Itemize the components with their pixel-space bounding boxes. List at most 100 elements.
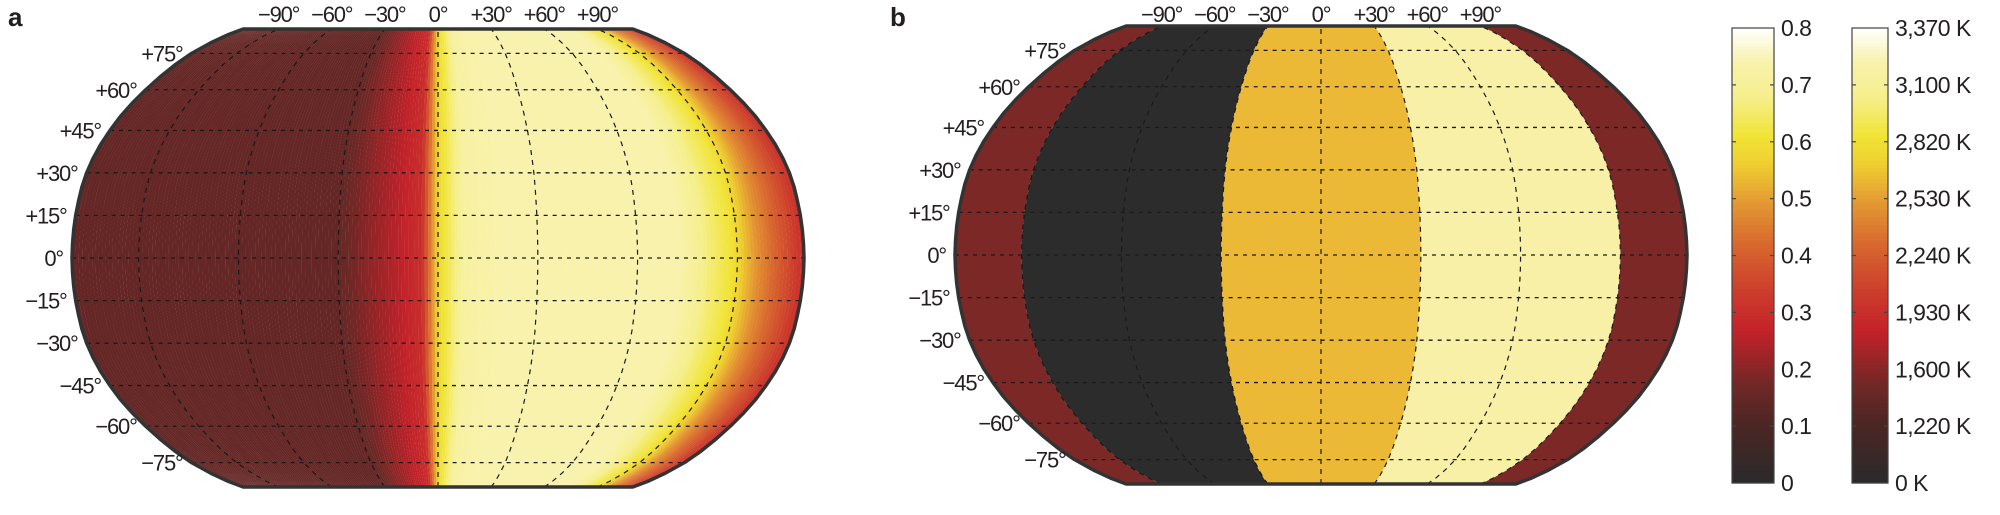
colorbar-cell — [1852, 172, 1888, 177]
colorbar-cell — [1732, 141, 1774, 147]
colorbar-cell — [1732, 202, 1774, 207]
colorbar-cell — [1852, 210, 1888, 215]
lon-tick-label: +30° — [1353, 2, 1395, 27]
map-cell — [421, 29, 431, 487]
colorbar-tick-label: 2,530 K — [1895, 186, 1972, 212]
colorbar-cell — [1852, 77, 1888, 82]
meridian-gridline — [597, 28, 739, 488]
colorbar-cell — [1732, 58, 1774, 63]
colorbar-cell — [1732, 35, 1774, 40]
meridian-gridline — [1020, 25, 1162, 485]
map-cell — [371, 29, 405, 487]
colorbar-cell — [1732, 263, 1774, 268]
colorbar-cell — [1732, 304, 1774, 310]
colorbar-cell — [1732, 403, 1774, 408]
lon-tick-label: +60° — [524, 2, 566, 27]
colorbar-cell — [1732, 160, 1774, 166]
colorbar-cell — [1732, 407, 1774, 412]
colorbar-cell — [1852, 130, 1888, 135]
colorbar-cell — [1852, 380, 1888, 386]
colorbar-cell — [1732, 103, 1774, 109]
map-cell — [401, 29, 421, 487]
colorbar-cell — [1732, 437, 1774, 442]
colorbar-cell — [1732, 225, 1774, 230]
colorbar-cell — [1732, 410, 1774, 416]
colorbar-cell — [1852, 198, 1888, 204]
lon-tick-label: +90° — [577, 2, 619, 27]
colorbar-cell — [1852, 81, 1888, 86]
colorbar-cell — [1852, 407, 1888, 412]
colorbar-cell — [1732, 278, 1774, 283]
lat-tick-label: 0° — [44, 246, 63, 271]
colorbar-cell — [1732, 274, 1774, 279]
colorbar-cell — [1732, 168, 1774, 173]
colorbar-cell — [1852, 107, 1888, 113]
colorbar-cell — [1732, 395, 1774, 401]
lon-tick-label: +90° — [1460, 2, 1502, 27]
colorbar-cell — [1852, 225, 1888, 230]
colorbar-cell — [1852, 274, 1888, 279]
map-cell — [459, 29, 482, 487]
colorbar-cell — [1852, 448, 1888, 454]
colorbar-cell — [1852, 175, 1888, 181]
colorbar-cell — [1852, 39, 1888, 44]
colorbar-cell — [1852, 206, 1888, 211]
colorbar-cell — [1732, 43, 1774, 48]
lon-tick-label: −90° — [258, 2, 300, 27]
colorbar-cell — [1852, 213, 1888, 219]
lat-tick-label: −30° — [919, 328, 961, 353]
colorbar-cell — [1852, 84, 1888, 90]
colorbar-cell — [1852, 304, 1888, 310]
lat-tick-label: −60° — [95, 414, 137, 439]
meridian-gridline — [1426, 25, 1522, 485]
colorbar-tick-label: 0 — [1781, 470, 1793, 496]
colorbar-cell — [1852, 240, 1888, 245]
colorbar-cell — [1852, 373, 1888, 378]
colorbar-cell — [1852, 228, 1888, 234]
colorbar-cell — [1852, 323, 1888, 329]
colorbar-tick-label: 0.3 — [1781, 299, 1811, 325]
map-zone — [955, 26, 1162, 484]
map-cell — [471, 29, 505, 487]
colorbar-cell — [1732, 251, 1774, 257]
colorbar-cell — [1852, 115, 1888, 120]
lat-tick-label: +30° — [36, 161, 78, 186]
colorbar-cell — [1732, 126, 1774, 131]
map-outline — [70, 27, 806, 489]
colorbar-cell — [1852, 338, 1888, 344]
colorbar-cell — [1852, 191, 1888, 196]
meridian-gridline — [1120, 25, 1216, 485]
colorbar-cell — [1732, 373, 1774, 378]
colorbar-cell — [1852, 46, 1888, 52]
meridian-gridline — [1480, 25, 1622, 485]
colorbar-cell — [1852, 479, 1888, 484]
lat-tick-label: −45° — [60, 374, 102, 399]
colorbar-cell — [1732, 62, 1774, 67]
map-cell — [394, 29, 417, 487]
colorbar-cell — [1732, 137, 1774, 143]
colorbar-cell — [1852, 464, 1888, 469]
colorbar-cell — [1732, 350, 1774, 355]
map-cell — [398, 29, 419, 487]
colorbar-cell — [1732, 392, 1774, 397]
colorbar-cell — [1732, 471, 1774, 477]
map-zone — [1480, 26, 1687, 484]
map-cell — [378, 29, 408, 487]
lon-tick-label: −30° — [364, 2, 406, 27]
colorbar-cell — [1852, 137, 1888, 143]
map-cell — [452, 29, 469, 487]
colorbar-cell — [1852, 278, 1888, 283]
colorbar-cell — [1852, 232, 1888, 238]
colorbar-tick-label: 1,930 K — [1895, 299, 1972, 325]
colorbar-cell — [1732, 361, 1774, 367]
colorbar-cell — [1732, 247, 1774, 253]
colorbar-cell — [1732, 414, 1774, 420]
map-cell — [438, 29, 442, 487]
colorbar-cell — [1852, 100, 1888, 105]
colorbar-cell — [1852, 392, 1888, 397]
panel-label-b: b — [890, 2, 906, 32]
colorbar-cell — [1732, 164, 1774, 169]
colorbar-cell — [1852, 475, 1888, 480]
colorbar-tick-label: 3,370 K — [1895, 15, 1972, 41]
colorbar-cell — [1732, 433, 1774, 439]
